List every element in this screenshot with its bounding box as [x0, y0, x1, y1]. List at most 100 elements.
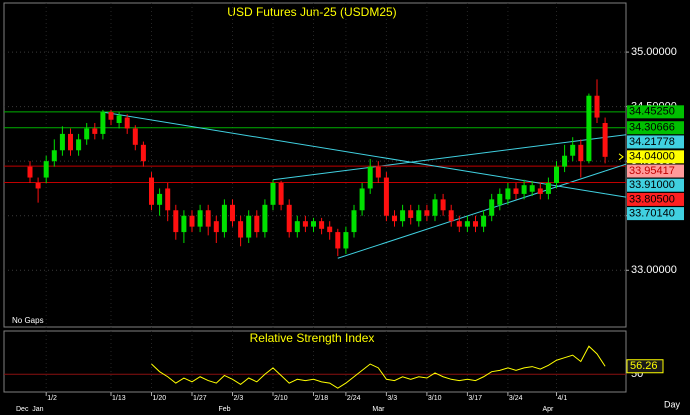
candle-body — [594, 95, 600, 118]
candle-body — [157, 193, 163, 205]
candle-body — [27, 166, 33, 178]
candle-body — [302, 221, 308, 227]
trend-line — [102, 111, 606, 195]
candle-body — [221, 204, 227, 233]
candle-body — [230, 204, 235, 222]
candle-body — [440, 199, 446, 211]
candle-body — [108, 112, 114, 120]
candle-body — [84, 128, 90, 140]
candle-body — [286, 204, 292, 233]
x-tick-label: 2/24 — [347, 395, 361, 402]
level-label-box — [627, 105, 684, 119]
candle-body — [473, 221, 478, 227]
x-tick-label: 2/18 — [315, 395, 329, 402]
candle-body — [262, 204, 268, 233]
level-label: 33.70140 — [629, 208, 675, 220]
level-label-box — [627, 178, 684, 192]
candle-body — [43, 161, 49, 178]
candle-body — [140, 144, 146, 162]
candle-body — [554, 166, 559, 183]
candle-body — [570, 144, 576, 156]
candle-body — [278, 183, 284, 205]
candle-body — [189, 215, 195, 227]
candle-body — [375, 166, 381, 178]
y-tick-label: 35.00000 — [631, 46, 677, 58]
x-tick-label: 3/17 — [468, 395, 482, 402]
candle-body — [448, 210, 454, 222]
period-label: Day — [664, 399, 681, 409]
candle-body — [602, 123, 608, 157]
candle-body — [213, 221, 219, 233]
candle-body — [408, 210, 414, 218]
price-panel — [3, 2, 627, 328]
y-tick-label: 33.00000 — [631, 264, 677, 276]
month-label: Feb — [219, 406, 231, 413]
candle-body — [481, 215, 487, 227]
candle-body — [505, 188, 511, 200]
candle-body — [238, 221, 244, 238]
candle-body — [132, 128, 138, 145]
month-label: Mar — [372, 406, 385, 413]
month-label: Dec — [16, 406, 29, 413]
level-label-box — [627, 150, 684, 164]
x-tick-label: 3/24 — [509, 395, 523, 402]
chart-title: USD Futures Jun-25 (USDM25) — [227, 5, 396, 19]
candle-body — [59, 133, 65, 151]
candle-body — [319, 221, 325, 229]
x-tick-label: 1/13 — [112, 395, 126, 402]
candle-body — [116, 115, 122, 123]
trend-extension — [604, 163, 627, 172]
x-tick-label: 1/20 — [153, 395, 167, 402]
candle-body — [100, 112, 106, 134]
candle-body — [205, 210, 211, 227]
candle-body — [586, 95, 592, 162]
x-tick-label: 1/2 — [47, 395, 57, 402]
candle-body — [537, 188, 543, 194]
candle-body — [416, 210, 422, 222]
candle-body — [335, 232, 341, 249]
month-label: Jan — [32, 406, 43, 413]
level-label-box — [627, 207, 684, 221]
candle-body — [311, 221, 316, 227]
candle-body — [181, 215, 187, 233]
trend-extension — [605, 134, 627, 138]
candle-body — [246, 215, 252, 238]
candle-body — [521, 185, 527, 194]
level-label: 34.04000 — [629, 151, 675, 163]
candle-body — [165, 188, 171, 211]
candle-body — [76, 139, 82, 151]
candle-body — [529, 185, 535, 192]
candle-body — [343, 232, 349, 249]
trend-line — [337, 170, 606, 259]
candle-body — [578, 144, 584, 162]
x-tick-label: 2/3 — [234, 395, 244, 402]
candle-body — [92, 128, 98, 134]
candle-body — [359, 188, 365, 211]
candle-body — [513, 188, 519, 194]
candle-body — [124, 117, 130, 129]
level-label-box — [627, 121, 684, 135]
trend-line — [272, 136, 606, 181]
level-label-box — [627, 164, 684, 178]
candle-body — [497, 193, 503, 205]
x-tick-label: 3/3 — [387, 395, 397, 402]
last-price-marker — [618, 153, 624, 161]
level-label: 34.21778 — [629, 136, 675, 148]
x-tick-label: 1/27 — [193, 395, 207, 402]
rsi-line — [151, 345, 606, 389]
candle-body — [456, 221, 462, 227]
candle-body — [392, 215, 397, 222]
candle-body — [464, 221, 470, 227]
rsi-panel — [3, 330, 627, 393]
candle-body — [545, 183, 551, 194]
x-tick-label: 4/1 — [558, 395, 568, 402]
level-label-box — [627, 135, 684, 149]
candle-body — [367, 166, 373, 189]
month-label: Apr — [543, 406, 555, 413]
x-tick-label: 2/10 — [274, 395, 288, 402]
candle-body — [68, 133, 73, 151]
rsi-title: Relative Strength Index — [250, 331, 375, 345]
